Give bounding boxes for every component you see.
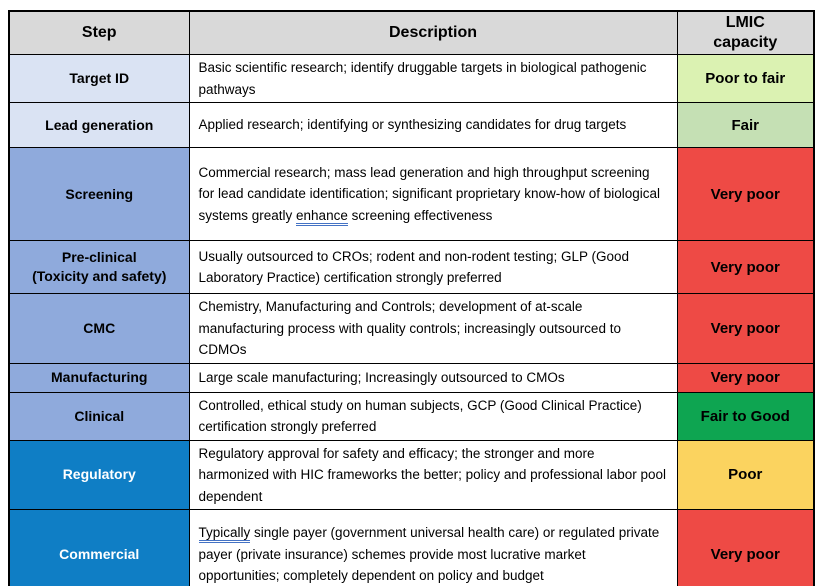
column-header-capacity-label: LMIC capacity <box>713 14 778 51</box>
capacity-cell: Very poor <box>676 509 815 586</box>
step-cell: Screening <box>8 147 190 241</box>
step-cell: Pre-clinical (Toxicity and safety) <box>8 240 190 294</box>
column-header-step: Step <box>8 10 190 55</box>
description-cell: Chemistry, Manufacturing and Controls; d… <box>188 293 678 364</box>
capacity-cell: Fair to Good <box>676 391 815 441</box>
description-cell: Usually outsourced to CROs; rodent and n… <box>188 240 678 294</box>
capacity-cell: Very poor <box>676 147 815 241</box>
grammar-underline: Typically <box>198 525 251 543</box>
capacity-cell: Very poor <box>676 362 815 393</box>
grammar-underline: enhance <box>296 207 348 226</box>
description-text: Chemistry, Manufacturing and Controls; d… <box>198 299 621 357</box>
column-header-capacity: LMIC capacity <box>676 10 815 55</box>
description-text: Usually outsourced to CROs; rodent and n… <box>198 248 630 286</box>
description-text: Regulatory approval for safety and effic… <box>198 445 666 504</box>
step-label: Clinical <box>74 407 125 424</box>
step-label: Target ID <box>69 70 130 86</box>
step-cell: Target ID <box>8 54 190 103</box>
table-row-pre-clinical: Pre-clinical (Toxicity and safety) Usual… <box>8 240 815 294</box>
step-label: Manufacturing <box>51 369 148 385</box>
capacity-cell: Very poor <box>676 240 815 294</box>
description-cell: Basic scientific research; identify drug… <box>188 54 678 103</box>
description-text: Commercial research; mass lead generatio… <box>198 164 661 223</box>
step-label-line2: (Toxicity and safety) <box>32 268 167 284</box>
capacity-label: Poor to fair <box>705 70 786 87</box>
capacity-label: Very poor <box>710 258 780 276</box>
step-label: Lead generation <box>45 116 154 133</box>
description-text: Basic scientific research; identify drug… <box>198 60 647 97</box>
step-cell: CMC <box>8 293 190 364</box>
column-header-step-label: Step <box>81 24 117 41</box>
column-header-description-label: Description <box>388 24 477 41</box>
capacity-label: Poor <box>728 466 763 484</box>
description-text: Controlled, ethical study on human subje… <box>198 397 642 435</box>
table-row-manufacturing: Manufacturing Large scale manufacturing;… <box>8 362 815 393</box>
step-label: Pre-clinical <box>61 249 137 265</box>
description-cell: Regulatory approval for safety and effic… <box>188 439 678 510</box>
description-cell: Commercial research; mass lead generatio… <box>188 147 678 241</box>
capacity-cell: Very poor <box>676 293 815 364</box>
table-row-screening: Screening Commercial research; mass lead… <box>8 147 815 241</box>
table-row-commercial: Commercial Typically single payer (gover… <box>8 509 815 586</box>
table-row-regulatory: Regulatory Regulatory approval for safet… <box>8 439 815 510</box>
column-header-description: Description <box>188 10 678 55</box>
capacity-label: Very poor <box>710 545 780 563</box>
step-label: Screening <box>65 185 134 202</box>
step-cell: Regulatory <box>8 439 190 510</box>
table-row-target-id: Target ID Basic scientific research; ide… <box>8 54 815 103</box>
description-text: Applied research; identifying or synthes… <box>198 117 627 133</box>
capacity-label: Fair <box>731 116 759 134</box>
step-cell: Clinical <box>8 391 190 441</box>
table-row-clinical: Clinical Controlled, ethical study on hu… <box>8 391 815 441</box>
description-cell: Applied research; identifying or synthes… <box>188 102 678 148</box>
lmic-capacity-table: Step Description LMIC capacity Target ID… <box>8 10 815 586</box>
capacity-label: Very poor <box>710 319 780 337</box>
step-label: CMC <box>83 319 116 336</box>
capacity-label: Fair to Good <box>700 407 790 425</box>
step-cell: Commercial <box>8 509 190 586</box>
header-row: Step Description LMIC capacity <box>8 10 815 55</box>
table-row-lead-generation: Lead generation Applied research; identi… <box>8 102 815 148</box>
capacity-cell: Poor to fair <box>676 54 815 103</box>
capacity-cell: Fair <box>676 102 815 148</box>
step-cell: Manufacturing <box>8 362 190 393</box>
capacity-cell: Poor <box>676 439 815 510</box>
description-cell: Typically single payer (government unive… <box>188 509 678 586</box>
step-cell: Lead generation <box>8 102 190 148</box>
description-text: Large scale manufacturing; Increasingly … <box>198 369 565 385</box>
capacity-label: Very poor <box>710 185 780 203</box>
capacity-label: Very poor <box>710 369 780 386</box>
description-text: single payer (government universal healt… <box>198 525 660 583</box>
description-cell: Large scale manufacturing; Increasingly … <box>188 362 678 393</box>
description-cell: Controlled, ethical study on human subje… <box>188 391 678 441</box>
table-row-cmc: CMC Chemistry, Manufacturing and Control… <box>8 293 815 364</box>
step-label: Regulatory <box>62 466 136 483</box>
description-text: screening effectiveness <box>347 207 493 223</box>
step-label: Commercial <box>59 545 140 562</box>
